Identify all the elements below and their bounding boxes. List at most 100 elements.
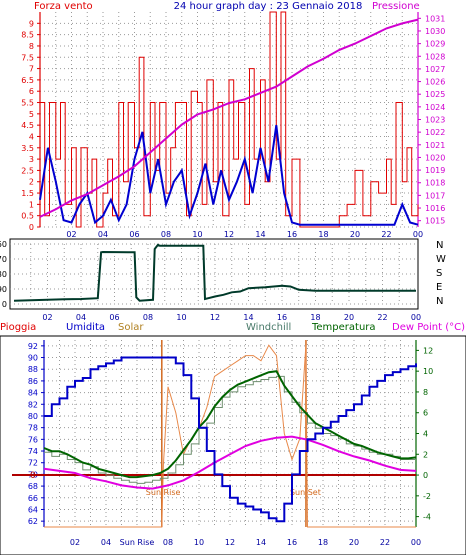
direction-x-tick-label: 12 (210, 313, 220, 322)
pressure-tick-label: 1016 (425, 204, 445, 213)
compass-label: E (436, 282, 442, 293)
direction-x-tick-label: 00 (411, 313, 421, 322)
pressure-tick-label: 1027 (425, 65, 445, 74)
humidity-tick-label: 76 (28, 435, 38, 444)
pressure-tick-label: 1028 (425, 52, 445, 61)
wind-tick-label: 3.5 (21, 144, 34, 153)
sun-markers: Sun Rise Sun Set (146, 340, 321, 527)
x-tick-label: 16 (287, 230, 297, 239)
direction-axis-ticks: 0 90 180 270 360 (0, 240, 7, 309)
direction-x-tick-label: 22 (377, 313, 387, 322)
wind-gust-series (40, 11, 419, 228)
wind-average-series (39, 125, 419, 226)
humidity-tick-label: 74 (28, 447, 38, 456)
direction-x-tick-label: 08 (143, 313, 153, 322)
climate-x-tick-label: 02 (70, 538, 80, 547)
pressure-tick-label: 1018 (425, 179, 445, 188)
direction-x-tick-label: 04 (76, 313, 86, 322)
direction-grid (10, 243, 418, 305)
wind-tick-label: 6 (29, 87, 34, 96)
pressure-tick-label: 1020 (425, 153, 445, 162)
windchill-label: Windchill (246, 322, 291, 333)
pressure-tick-label: 1026 (425, 78, 445, 87)
wind-tick-label: 5 (29, 110, 34, 119)
sun-marker-label: Sun Set (290, 488, 321, 497)
pressure-tick-label: 1023 (425, 116, 445, 125)
wind-tick-label: 4 (29, 132, 34, 141)
climate-x-tick-label: Sun Rise (120, 538, 155, 547)
wind-tick-label: 5.5 (21, 99, 34, 108)
climate-x-tick-label: 08 (163, 538, 173, 547)
pressure-tick-label: 1024 (425, 103, 445, 112)
direction-tick-label: 270 (0, 255, 7, 264)
humidity-tick-label: 84 (28, 389, 38, 398)
pressure-tick-label: 1031 (425, 14, 445, 23)
climate-x-tick-label: 20 (349, 538, 359, 547)
humidity-tick-label: 62 (28, 517, 38, 526)
direction-tick-label: 0 (2, 300, 7, 309)
x-tick-label: 02 (66, 230, 76, 239)
x-axis-ticks: 02 04 06 08 10 12 14 16 18 20 22 00 (66, 230, 423, 239)
wind-tick-label: 2 (29, 178, 34, 187)
direction-x-tick-label: 18 (310, 313, 320, 322)
temperature-tick-label: 2 (423, 450, 428, 459)
humidity-tick-label: 64 (28, 505, 38, 514)
wind-axis-title: Forza vento (34, 1, 93, 12)
x-tick-label: 10 (192, 230, 202, 239)
chart-title: 24 hour graph day : 23 Gennaio 2018 (174, 1, 363, 12)
climate-x-tick-label: 00 (411, 538, 421, 547)
wind-tick-label: 7.5 (21, 53, 34, 62)
dew-point-series (43, 435, 417, 490)
direction-tick-label: 360 (0, 240, 7, 249)
solar-label: Solar (118, 322, 144, 333)
humidity-tick-label: 86 (28, 377, 38, 386)
humidity-series (44, 356, 417, 523)
pressure-series (39, 18, 419, 218)
zero-label: 0 (30, 471, 36, 481)
wind-tick-label: 0.5 (21, 212, 34, 221)
humidity-tick-label: 80 (28, 412, 38, 421)
temperature-tick-label: 8 (423, 388, 428, 397)
climate-x-tick-label: 14 (256, 538, 266, 547)
temperature-axis-ticks: -4 -2 0 2 4 6 8 10 12 (416, 346, 433, 522)
climate-grid (44, 340, 416, 527)
pressure-tick-label: 1025 (425, 90, 445, 99)
x-tick-label: 18 (318, 230, 328, 239)
humidity-axis-ticks: 62646668707274767880828486889092 (28, 342, 44, 526)
climate-x-tick-label: 18 (318, 538, 328, 547)
wind-tick-label: 3 (29, 155, 34, 164)
dew-point-label: Dew Point (°C) (392, 322, 465, 333)
direction-x-tick-label: 16 (277, 313, 287, 322)
climate-x-tick-label: 04 (101, 538, 111, 547)
humidity-tick-label: 90 (28, 354, 38, 363)
x-tick-label: 22 (381, 230, 391, 239)
climate-x-tick-label: 12 (225, 538, 235, 547)
temperature-tick-label: 6 (423, 409, 428, 418)
wind-tick-label: 2.5 (21, 166, 34, 175)
compass-label: W (436, 254, 446, 265)
wind-tick-label: 8.5 (21, 31, 34, 40)
pressure-tick-label: 1017 (425, 191, 445, 200)
climate-x-tick-label: 22 (380, 538, 390, 547)
wind-pressure-chart: Forza vento 24 hour graph day : 23 Genna… (21, 1, 445, 239)
wind-tick-label: 9 (29, 19, 34, 28)
climate-x-tick-label: 16 (287, 538, 297, 547)
solar-series (44, 344, 416, 528)
wind-tick-label: 1.5 (21, 189, 34, 198)
climate-x-tick-label: 10 (194, 538, 204, 547)
windchill-series (44, 375, 416, 484)
wind-tick-label: 4.5 (21, 121, 34, 130)
direction-x-tick-label: 02 (42, 313, 52, 322)
pressure-tick-label: 1022 (425, 128, 445, 137)
humidity-label: Umidita (66, 322, 105, 333)
temperature-label: Temperatura (311, 322, 376, 333)
humidity-tick-label: 82 (28, 400, 38, 409)
x-tick-label: 12 (224, 230, 234, 239)
pressure-tick-label: 1030 (425, 27, 445, 36)
climate-frame (0, 335, 466, 555)
humidity-tick-label: 66 (28, 494, 38, 503)
wind-tick-label: 8 (29, 42, 34, 51)
humidity-tick-label: 68 (28, 482, 38, 491)
